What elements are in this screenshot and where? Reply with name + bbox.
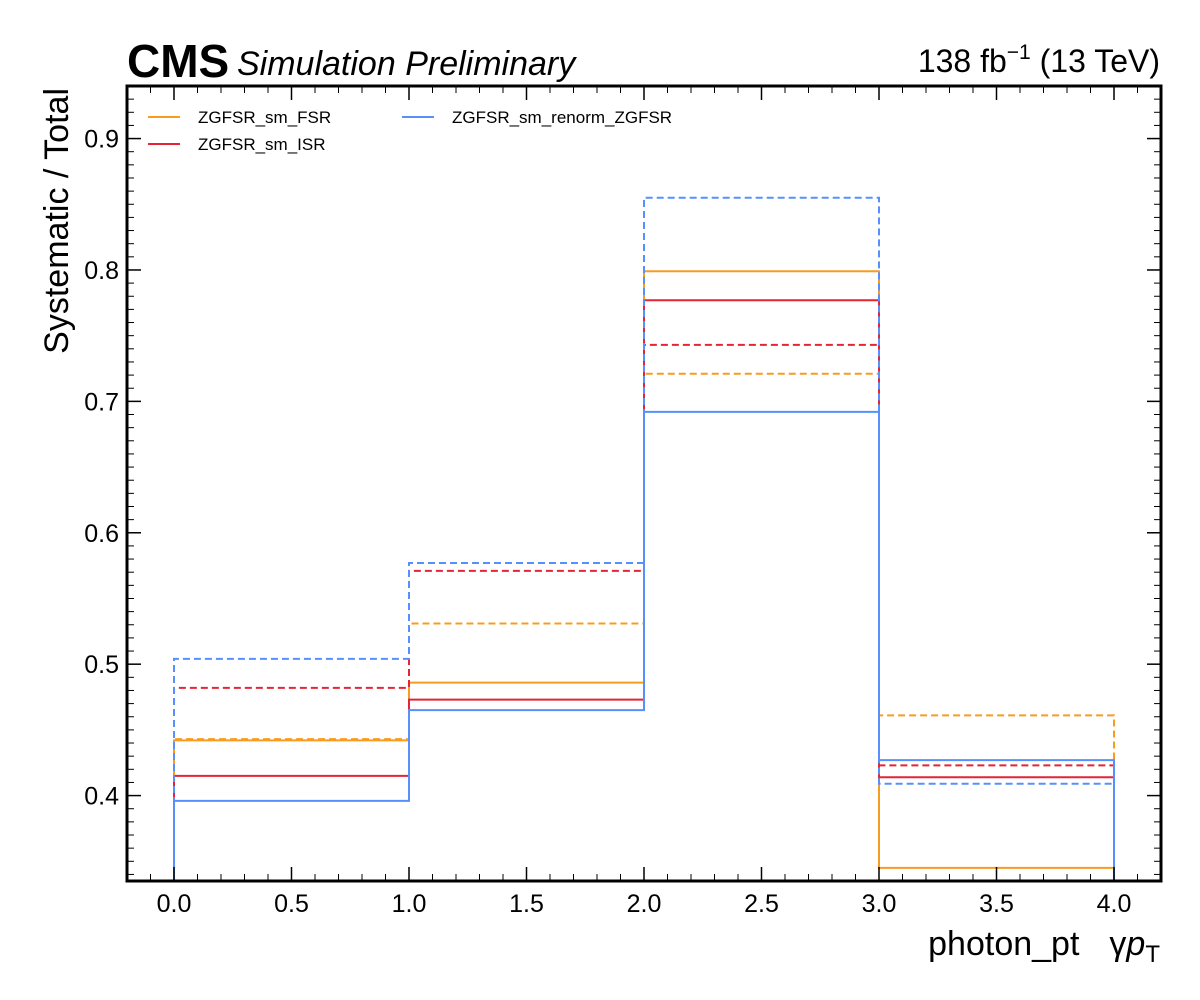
cms-label: CMS bbox=[127, 35, 229, 87]
y-tick-label: 0.4 bbox=[84, 783, 119, 811]
x-tick-label: 0.0 bbox=[157, 890, 192, 918]
lumi-value: 138 fb bbox=[918, 43, 1007, 79]
x-axis-label-text: photon_pt bbox=[928, 925, 1080, 963]
x-tick-label: 2.0 bbox=[627, 890, 662, 918]
x-tick-label: 2.5 bbox=[744, 890, 779, 918]
y-tick-label: 0.6 bbox=[84, 520, 119, 548]
y-tick-label: 0.5 bbox=[84, 651, 119, 679]
x-axis-label-sub: T bbox=[1145, 941, 1160, 968]
x-axis-label-gamma: γ bbox=[1109, 925, 1126, 963]
x-axis-label: photon_pt γpT bbox=[928, 925, 1160, 968]
legend-label: ZGFSR_sm_FSR bbox=[198, 108, 331, 127]
legend-label: ZGFSR_sm_ISR bbox=[198, 135, 326, 154]
y-tick-label: 0.8 bbox=[84, 257, 119, 285]
lumi-exponent: −1 bbox=[1007, 41, 1031, 64]
x-tick-label: 3.5 bbox=[979, 890, 1014, 918]
lumi-energy: (13 TeV) bbox=[1031, 43, 1160, 79]
legend: ZGFSR_sm_FSR ZGFSR_sm_ISR ZGFSR_sm_renorm_… bbox=[148, 108, 672, 154]
y-tick-label: 0.9 bbox=[84, 126, 119, 154]
x-tick-label: 1.5 bbox=[509, 890, 544, 918]
ticks-layer: 0.0 0.5 1.0 1.5 2.0 2.5 3.0 3.5 4.0 0.4 0.5 0.6 0.7 0… bbox=[84, 86, 1161, 918]
series-layer bbox=[173, 196, 1115, 881]
x-tick-label: 0.5 bbox=[274, 890, 309, 918]
y-tick-label: 0.7 bbox=[84, 388, 119, 416]
series-line-4 bbox=[173, 410, 1115, 881]
x-tick-label: 3.0 bbox=[862, 890, 897, 918]
plot-frame bbox=[125, 84, 1163, 883]
x-axis-label-p: p bbox=[1125, 925, 1145, 963]
lumi-label: 138 fb−1 (13 TeV) bbox=[918, 41, 1160, 79]
status-label: Simulation Preliminary bbox=[237, 45, 577, 83]
x-tick-label: 4.0 bbox=[1097, 890, 1132, 918]
x-tick-label: 1.0 bbox=[392, 890, 427, 918]
series-line-5 bbox=[173, 196, 1115, 881]
y-axis-label: Systematic / Total bbox=[38, 88, 76, 354]
legend-label: ZGFSR_sm_renorm_ZGFSR bbox=[452, 108, 672, 127]
